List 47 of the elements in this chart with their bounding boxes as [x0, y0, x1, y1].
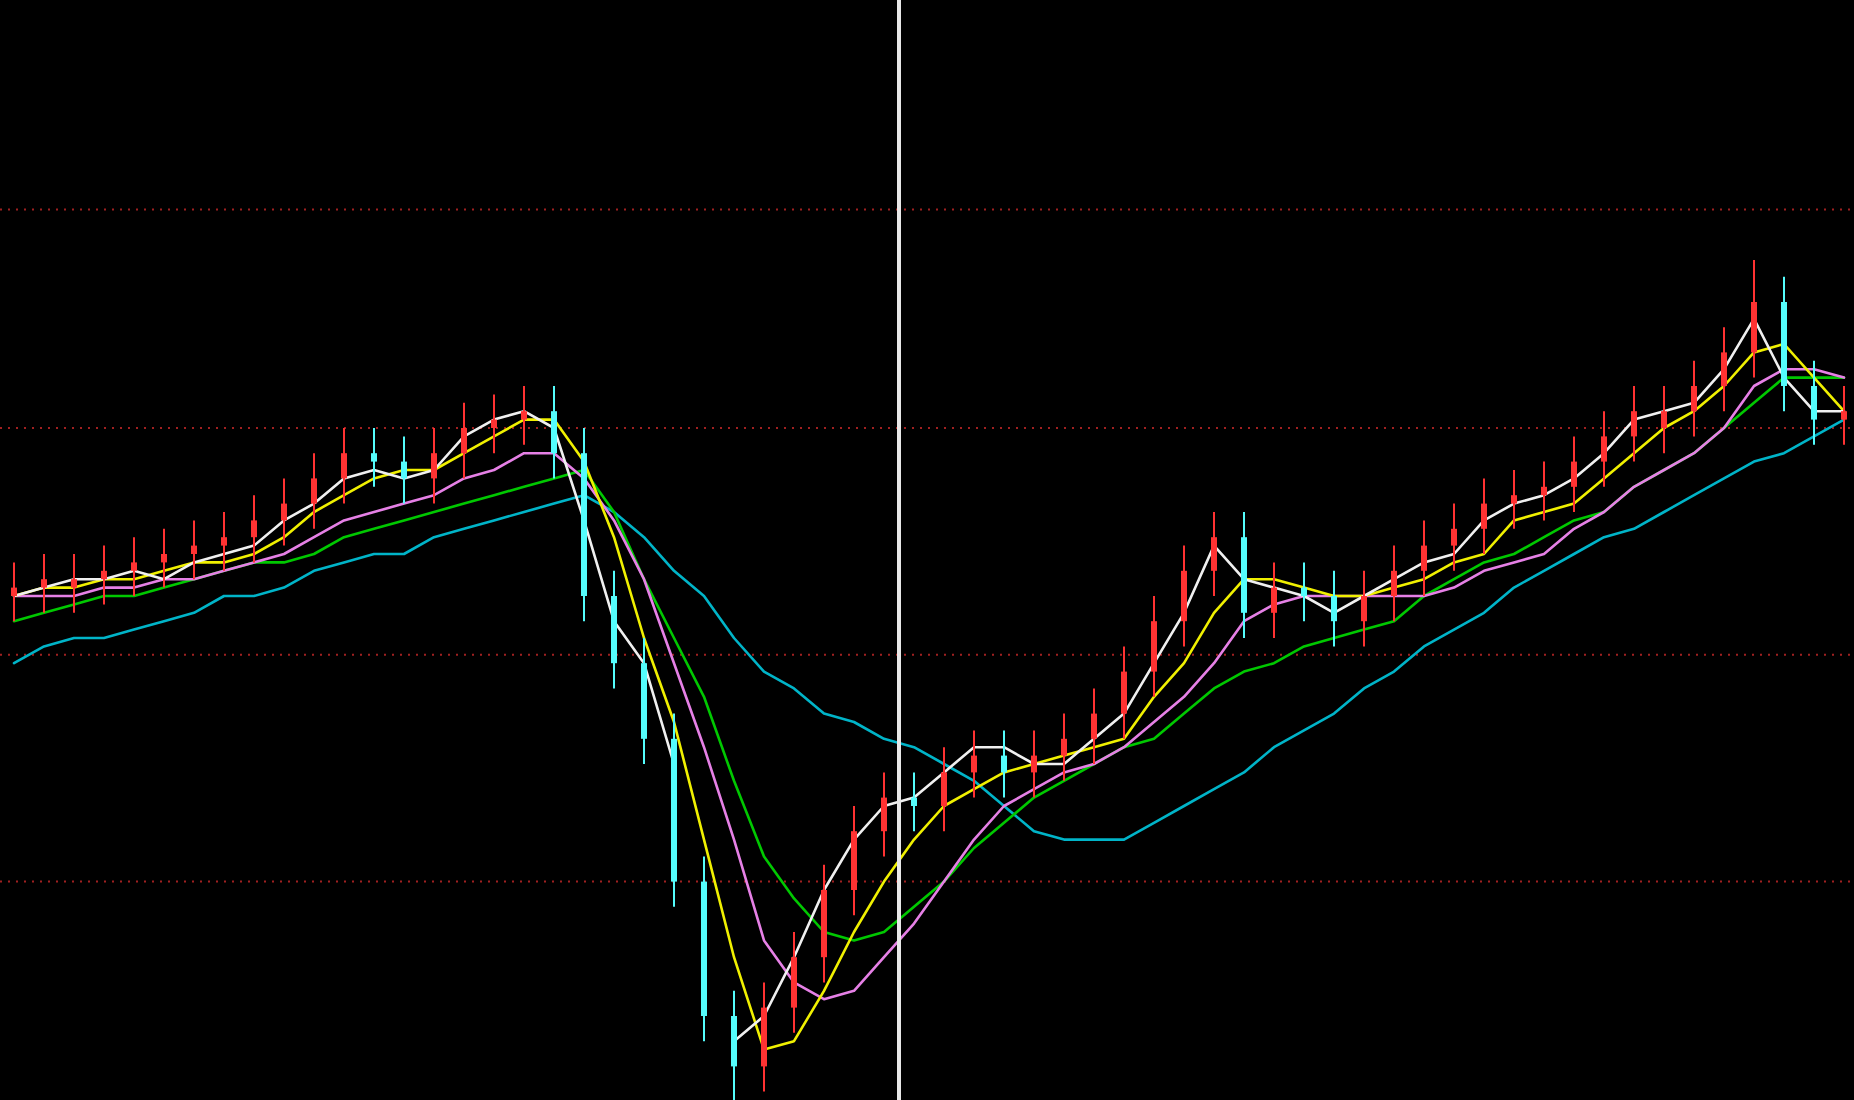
candlestick: [431, 427, 437, 505]
candlestick: [401, 435, 407, 505]
candlestick: [1631, 385, 1637, 463]
candlestick: [1391, 544, 1397, 623]
candlestick: [1511, 469, 1517, 530]
candlestick: [1541, 460, 1547, 522]
candlestick: [1001, 729, 1007, 799]
candlestick: [1331, 569, 1337, 648]
candlestick: [1451, 502, 1457, 572]
candlestick: [1271, 561, 1277, 639]
candlestick: [191, 519, 197, 581]
candlestick: [971, 729, 977, 799]
candlestick: [551, 385, 557, 480]
candlestick: [221, 511, 227, 572]
candlestick: [941, 746, 947, 833]
candlestick: [521, 385, 527, 446]
candlestick: [1481, 477, 1487, 555]
candlestick: [1301, 561, 1307, 623]
candlestick: [11, 561, 17, 623]
candlestick: [1421, 519, 1427, 597]
candlestick: [371, 427, 377, 488]
candlestick: [341, 427, 347, 505]
candlestick: [71, 553, 77, 614]
candlestick: [1571, 435, 1577, 513]
candlestick: [491, 393, 497, 455]
candlestick: [461, 401, 467, 480]
candlestick: [131, 536, 137, 597]
candlestick: [101, 544, 107, 606]
candlestick: [251, 494, 257, 564]
candlestick: [911, 771, 917, 833]
candlestick: [1721, 326, 1727, 413]
candlestick: [1601, 410, 1607, 488]
candlestick: [1211, 511, 1217, 597]
candlestick: [1661, 385, 1667, 455]
candlestick: [1841, 385, 1847, 446]
candlestick: [1061, 712, 1067, 782]
candlestick: [1091, 687, 1097, 765]
candlestick: [1031, 729, 1037, 799]
candlestick: [281, 477, 287, 547]
candlestick: [1361, 569, 1367, 648]
candlestick: [1691, 359, 1697, 438]
candlestick: [161, 527, 167, 589]
candlestick: [311, 452, 317, 530]
candlestick: [1811, 359, 1817, 446]
candlestick: [1121, 645, 1127, 740]
candlestick: [881, 771, 887, 858]
candlestick: [41, 553, 47, 614]
